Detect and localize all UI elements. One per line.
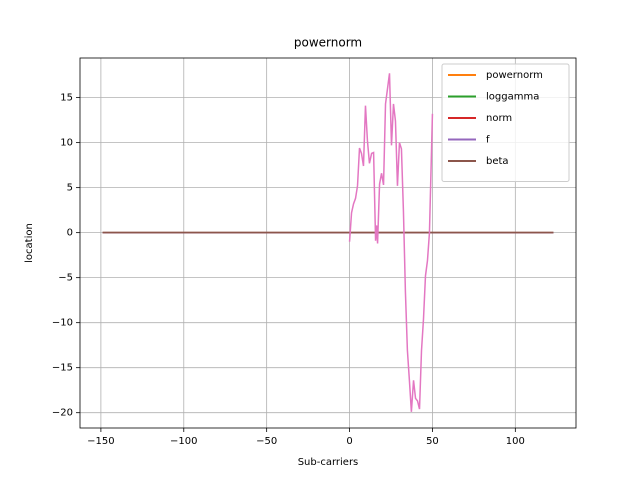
legend-label: powernorm: [486, 70, 543, 81]
y-tick-label: −15: [52, 363, 73, 374]
y-tick-label: −5: [58, 273, 73, 284]
legend-label: loggamma: [486, 92, 539, 103]
legend-label: beta: [486, 156, 509, 167]
x-tick-label: 100: [506, 436, 525, 447]
x-tick-label: 0: [346, 436, 352, 447]
x-tick-label: 50: [426, 436, 439, 447]
y-tick-label: −20: [52, 408, 73, 419]
x-axis-label: Sub-carriers: [298, 457, 359, 468]
legend-label: f: [486, 135, 490, 146]
x-tick-label: −50: [256, 436, 277, 447]
plot-frame: [79, 57, 577, 429]
y-tick-label: 0: [67, 228, 73, 239]
legend-label: norm: [486, 113, 512, 124]
legend-box: [441, 63, 570, 182]
y-tick-label: 15: [60, 93, 73, 104]
y-tick-label: 5: [67, 183, 73, 194]
x-tick-label: −100: [170, 436, 197, 447]
chart-title: powernorm: [294, 36, 362, 50]
legend: powernorm loggamma norm f beta: [441, 63, 570, 182]
x-tick-label: −150: [87, 436, 114, 447]
y-tick-label: 10: [60, 138, 73, 149]
y-tick-label: −10: [52, 318, 73, 329]
y-axis-label: location: [24, 223, 35, 263]
series-line: [348, 73, 434, 412]
